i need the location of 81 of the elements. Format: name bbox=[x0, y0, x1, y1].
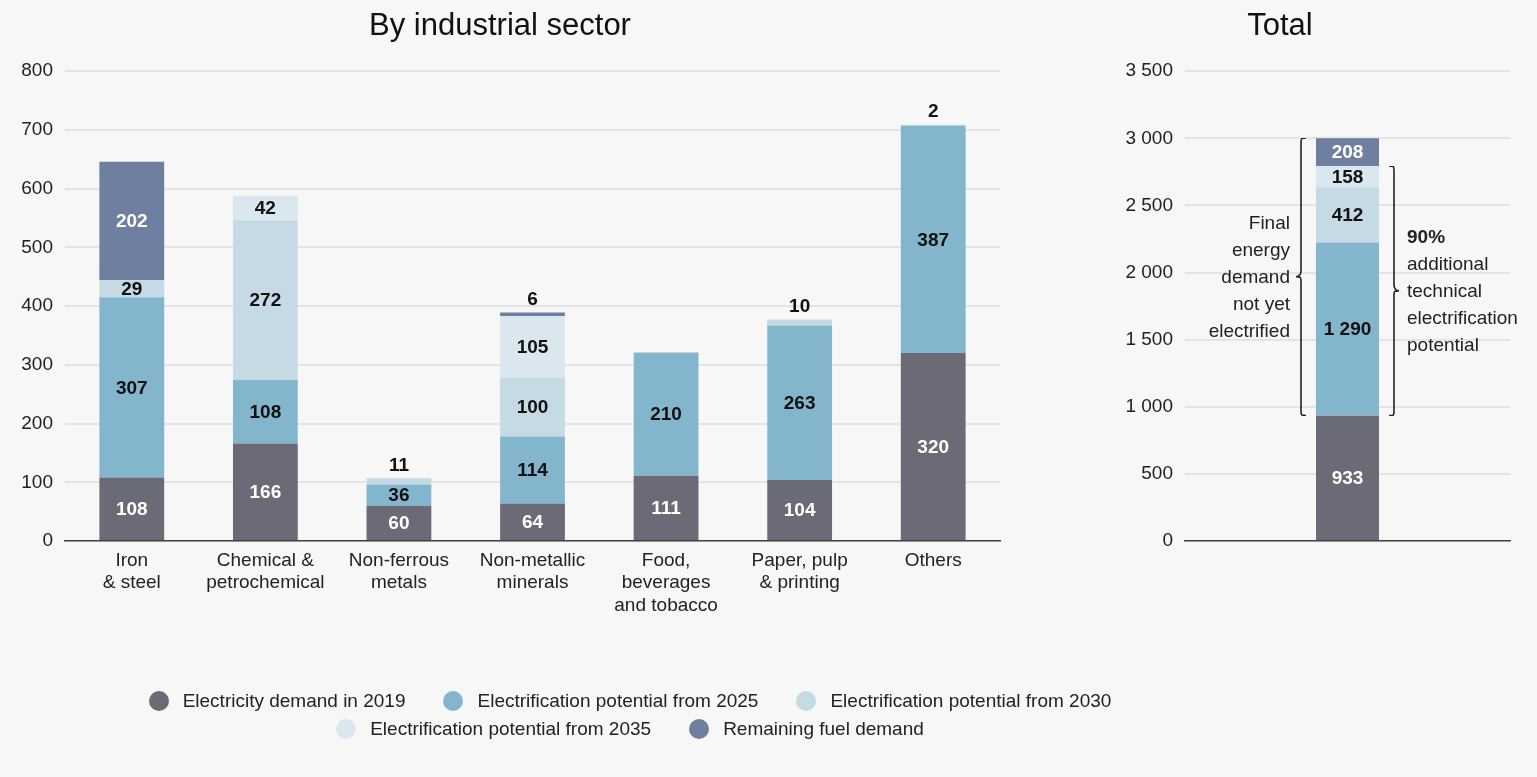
data-label: 111 bbox=[651, 497, 682, 519]
y-tick-label: 1 500 bbox=[1125, 327, 1173, 349]
data-label: 210 bbox=[650, 403, 682, 425]
y-tick-label: 700 bbox=[21, 118, 53, 140]
bar bbox=[500, 436, 565, 504]
x-tick-label: Food, beverages and tobacco bbox=[614, 548, 718, 616]
bar bbox=[767, 325, 833, 480]
x-tick-label: Others bbox=[904, 548, 962, 570]
bar bbox=[633, 352, 699, 476]
bar bbox=[232, 380, 298, 444]
data-label: 387 bbox=[917, 228, 950, 250]
x-tick-label: Chemical & petrochemical bbox=[206, 548, 325, 593]
data-label: 64 bbox=[521, 510, 544, 532]
data-label: 104 bbox=[783, 499, 816, 521]
x-tick-label: Iron & steel bbox=[102, 548, 161, 593]
annotation: Final energy demand not yet electrified bbox=[1208, 211, 1290, 344]
y-tick-label: 2 000 bbox=[1125, 260, 1173, 282]
data-label: 933 bbox=[1331, 467, 1364, 489]
data-label: 272 bbox=[249, 289, 282, 311]
data-label: 108 bbox=[115, 498, 148, 520]
x-tick-label: Non-ferrous metals bbox=[348, 548, 450, 593]
bar bbox=[900, 353, 966, 540]
data-label: 208 bbox=[1331, 141, 1364, 163]
x-tick-label: Non-metallic minerals bbox=[479, 548, 586, 593]
data-label: 320 bbox=[917, 435, 950, 457]
bar bbox=[1315, 415, 1380, 540]
data-label: 11 bbox=[388, 453, 410, 475]
data-label: 108 bbox=[249, 401, 282, 423]
bar bbox=[1315, 187, 1380, 243]
bar bbox=[99, 161, 165, 281]
data-label: 114 bbox=[517, 459, 549, 481]
bar bbox=[99, 297, 165, 478]
data-label: 60 bbox=[388, 512, 410, 534]
y-tick-label: 600 bbox=[21, 176, 53, 198]
y-tick-label: 300 bbox=[21, 353, 53, 375]
data-label: 263 bbox=[783, 391, 816, 413]
bar bbox=[232, 443, 298, 540]
data-label: 412 bbox=[1331, 204, 1364, 226]
data-label: 307 bbox=[115, 376, 148, 398]
y-tick-label: 3 500 bbox=[1125, 59, 1173, 81]
bar bbox=[99, 477, 165, 540]
y-tick-label: 0 bbox=[1162, 529, 1173, 551]
data-label: 105 bbox=[516, 336, 549, 358]
data-label: 166 bbox=[249, 480, 282, 502]
data-label: 29 bbox=[121, 278, 143, 300]
legend-label: Remaining fuel demand bbox=[723, 718, 924, 740]
legend-label: Electrification potential from 2030 bbox=[830, 690, 1112, 712]
y-tick-label: 400 bbox=[21, 294, 53, 316]
data-label: 10 bbox=[789, 295, 811, 317]
data-label: 100 bbox=[516, 396, 549, 418]
legend-label: Electrification potential from 2025 bbox=[477, 690, 759, 712]
data-label: 1 290 bbox=[1323, 318, 1372, 340]
y-tick-label: 1 000 bbox=[1125, 395, 1173, 417]
bar bbox=[633, 475, 699, 540]
bar bbox=[500, 377, 565, 437]
data-label: 202 bbox=[115, 210, 148, 232]
chart-title: By industrial sector bbox=[369, 7, 631, 43]
y-tick-label: 500 bbox=[1141, 462, 1173, 484]
bar bbox=[366, 478, 432, 485]
bar bbox=[232, 220, 298, 381]
data-label: 36 bbox=[388, 484, 410, 506]
x-tick-label: Paper, pulp & printing bbox=[751, 548, 848, 593]
legend-label: Electrification potential from 2035 bbox=[370, 718, 652, 740]
legend-label: Electricity demand in 2019 bbox=[182, 690, 406, 712]
annotation: 90% additional technical electrification potential bbox=[1407, 225, 1518, 358]
y-tick-label: 0 bbox=[42, 529, 53, 551]
chart-title: Total bbox=[1247, 7, 1313, 43]
y-tick-label: 3 000 bbox=[1125, 126, 1173, 148]
bar bbox=[767, 479, 833, 540]
y-tick-label: 500 bbox=[21, 235, 53, 257]
bar bbox=[1315, 242, 1380, 416]
data-label: 6 bbox=[527, 288, 538, 310]
bar bbox=[900, 125, 966, 354]
data-label: 2 bbox=[927, 100, 939, 122]
y-tick-label: 800 bbox=[21, 59, 53, 81]
y-tick-label: 2 500 bbox=[1125, 193, 1173, 215]
y-tick-label: 200 bbox=[21, 411, 53, 433]
data-label: 42 bbox=[254, 197, 276, 219]
y-tick-label: 100 bbox=[21, 470, 53, 492]
data-label: 158 bbox=[1331, 165, 1364, 187]
bar bbox=[500, 503, 565, 540]
